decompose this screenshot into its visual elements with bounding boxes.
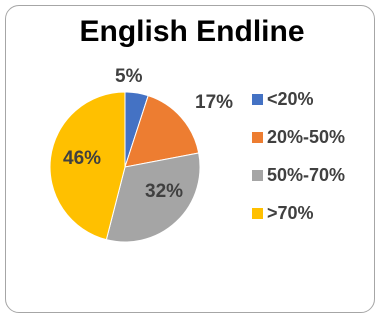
- data-label: 32%: [145, 181, 183, 202]
- data-label: 46%: [63, 148, 101, 169]
- pie-slice: [105, 152, 201, 243]
- legend-swatch: [252, 132, 263, 143]
- legend-label: 50%-70%: [267, 165, 345, 185]
- legend-swatch: [252, 94, 263, 105]
- legend-label: >70%: [267, 203, 314, 223]
- pie-slice: [49, 91, 126, 241]
- data-label: 17%: [195, 92, 233, 113]
- chart-title: English Endline: [79, 15, 305, 48]
- legend-swatch: [252, 170, 263, 181]
- legend-label: 20%-50%: [267, 127, 345, 147]
- pie-slice: [124, 95, 200, 168]
- legend-label: <20%: [267, 89, 314, 109]
- data-label: 5%: [115, 66, 143, 87]
- legend-swatch: [252, 208, 263, 219]
